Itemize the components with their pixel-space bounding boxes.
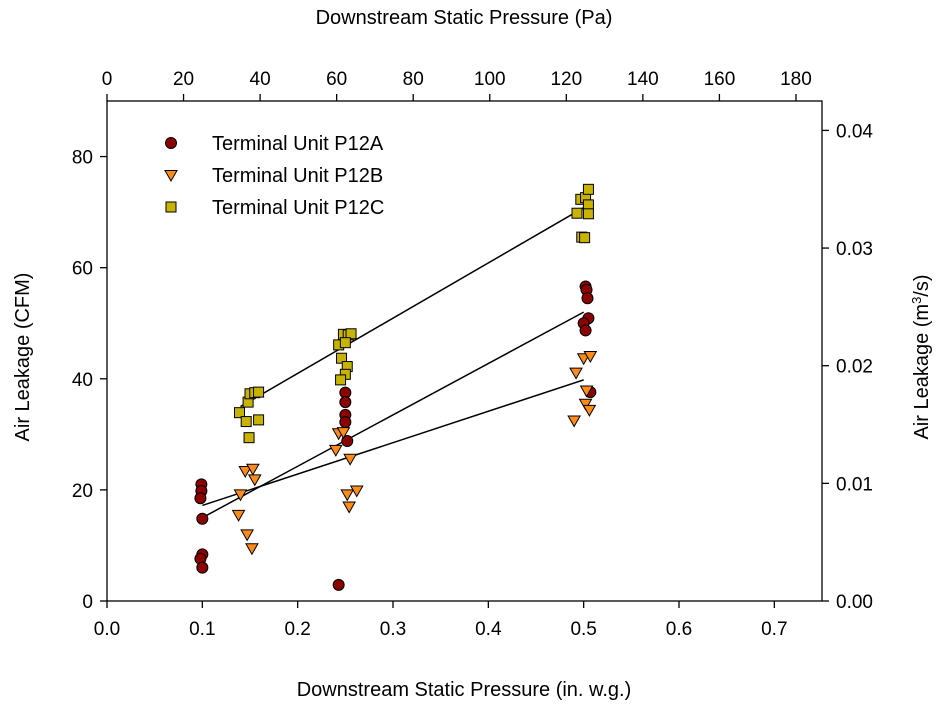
data-point: [340, 489, 355, 502]
x-tick-label: 0.5: [570, 619, 596, 640]
x2-tick-label: 120: [550, 69, 582, 90]
series-3-points: [234, 183, 594, 444]
fit-line-2: [202, 379, 584, 507]
y2-tick-label: 0.02: [836, 357, 873, 378]
data-point: [231, 509, 246, 522]
data-point: [579, 385, 594, 398]
fit-lines: [201, 207, 585, 519]
data-point: [234, 407, 246, 419]
y-tick-label: 40: [72, 370, 93, 391]
y-axis-title: Air Leakage (CFM): [12, 273, 34, 442]
data-point: [343, 453, 357, 466]
y2-tick-label: 0.03: [836, 239, 873, 260]
legend-item-3: Terminal Unit P12C: [165, 197, 384, 219]
data-markers: [194, 183, 598, 591]
y-tick-label: 0: [82, 592, 93, 613]
x2-tick-label: 20: [173, 69, 194, 90]
legend-label: Terminal Unit P12C: [212, 197, 384, 219]
data-point: [335, 374, 347, 386]
x-axis-title: Downstream Static Pressure (in. w.g.): [297, 679, 632, 701]
data-point: [328, 444, 343, 457]
x-tick-label: 0.2: [284, 619, 310, 640]
x2-tick-label: 180: [780, 69, 812, 90]
data-point: [582, 208, 594, 220]
y-tick-label: 60: [72, 259, 93, 280]
x-tick-label: 0.0: [94, 619, 120, 640]
fit-line-3: [240, 207, 585, 408]
y-axis-left: 0 20 40 60 80: [72, 148, 107, 613]
x-axis-top: 0 20 40 60 80 100 120 140 160 180: [102, 69, 812, 101]
data-point: [245, 463, 260, 476]
data-point: [341, 435, 354, 447]
data-point: [238, 466, 253, 479]
fit-line-1: [201, 311, 585, 519]
legend-label: Terminal Unit P12A: [212, 133, 384, 155]
data-point: [240, 529, 255, 542]
legend-marker: [164, 170, 178, 183]
data-point: [339, 337, 351, 349]
data-point: [247, 474, 262, 487]
data-point: [332, 578, 345, 591]
data-point: [578, 398, 593, 411]
x-tick-label: 0.7: [761, 619, 787, 640]
legend-marker: [165, 137, 177, 149]
data-point: [336, 427, 351, 440]
data-point: [349, 485, 364, 498]
y-axis-right: 0.00 0.01 0.02 0.03 0.04: [822, 121, 873, 613]
legend-item-1: Terminal Unit P12A: [165, 133, 384, 155]
axes-frame: [106, 100, 823, 602]
x-tick-label: 0.1: [189, 619, 215, 640]
data-point: [583, 351, 598, 364]
y2-tick-label: 0.04: [836, 121, 873, 142]
x-tick-label: 0.3: [380, 619, 406, 640]
data-point: [253, 386, 265, 398]
legend-label: Terminal Unit P12B: [212, 165, 383, 187]
data-point: [233, 489, 248, 502]
x2-tick-label: 60: [326, 69, 347, 90]
y-tick-label: 20: [72, 481, 93, 502]
x-axis-bottom: 0.0 0.1 0.2 0.3 0.4 0.5 0.6 0.7: [94, 601, 788, 640]
data-point: [339, 396, 352, 409]
data-point: [253, 414, 265, 426]
x2-tick-label: 160: [704, 69, 736, 90]
data-point: [579, 324, 592, 337]
x2-tick-label: 80: [403, 69, 424, 90]
data-point: [345, 328, 357, 340]
data-point: [567, 415, 581, 428]
data-point: [569, 367, 583, 380]
x2-tick-label: 140: [627, 69, 659, 90]
series-2-points: [231, 351, 598, 556]
data-point: [582, 404, 597, 417]
x2-axis-title: Downstream Static Pressure (Pa): [316, 7, 613, 29]
data-point: [240, 416, 252, 428]
y2-tick-label: 0.01: [836, 474, 873, 495]
data-point: [194, 492, 207, 505]
y2-axis-title: Air Leakage (m3/s): [909, 274, 934, 439]
data-point: [196, 561, 209, 574]
data-point: [245, 543, 259, 556]
data-point: [336, 352, 348, 364]
data-point: [243, 432, 255, 444]
x2-tick-label: 100: [474, 69, 506, 90]
x2-tick-label: 0: [102, 69, 113, 90]
y2-tick-label: 0.00: [836, 592, 873, 613]
legend-item-2: Terminal Unit P12B: [164, 165, 383, 187]
data-point: [581, 292, 594, 305]
data-point: [339, 416, 352, 429]
x-tick-label: 0.4: [475, 619, 502, 640]
legend: Terminal Unit P12A Terminal Unit P12B Term…: [164, 133, 384, 219]
data-point: [196, 512, 209, 525]
data-point: [582, 183, 594, 195]
data-point: [571, 207, 583, 219]
data-point: [579, 232, 591, 244]
series-1-points: [194, 280, 597, 591]
legend-marker: [165, 201, 177, 213]
data-point: [342, 501, 357, 514]
x2-tick-label: 40: [250, 69, 271, 90]
x-tick-label: 0.6: [666, 619, 692, 640]
plot-frame: [106, 100, 823, 602]
y-tick-label: 80: [72, 148, 93, 169]
